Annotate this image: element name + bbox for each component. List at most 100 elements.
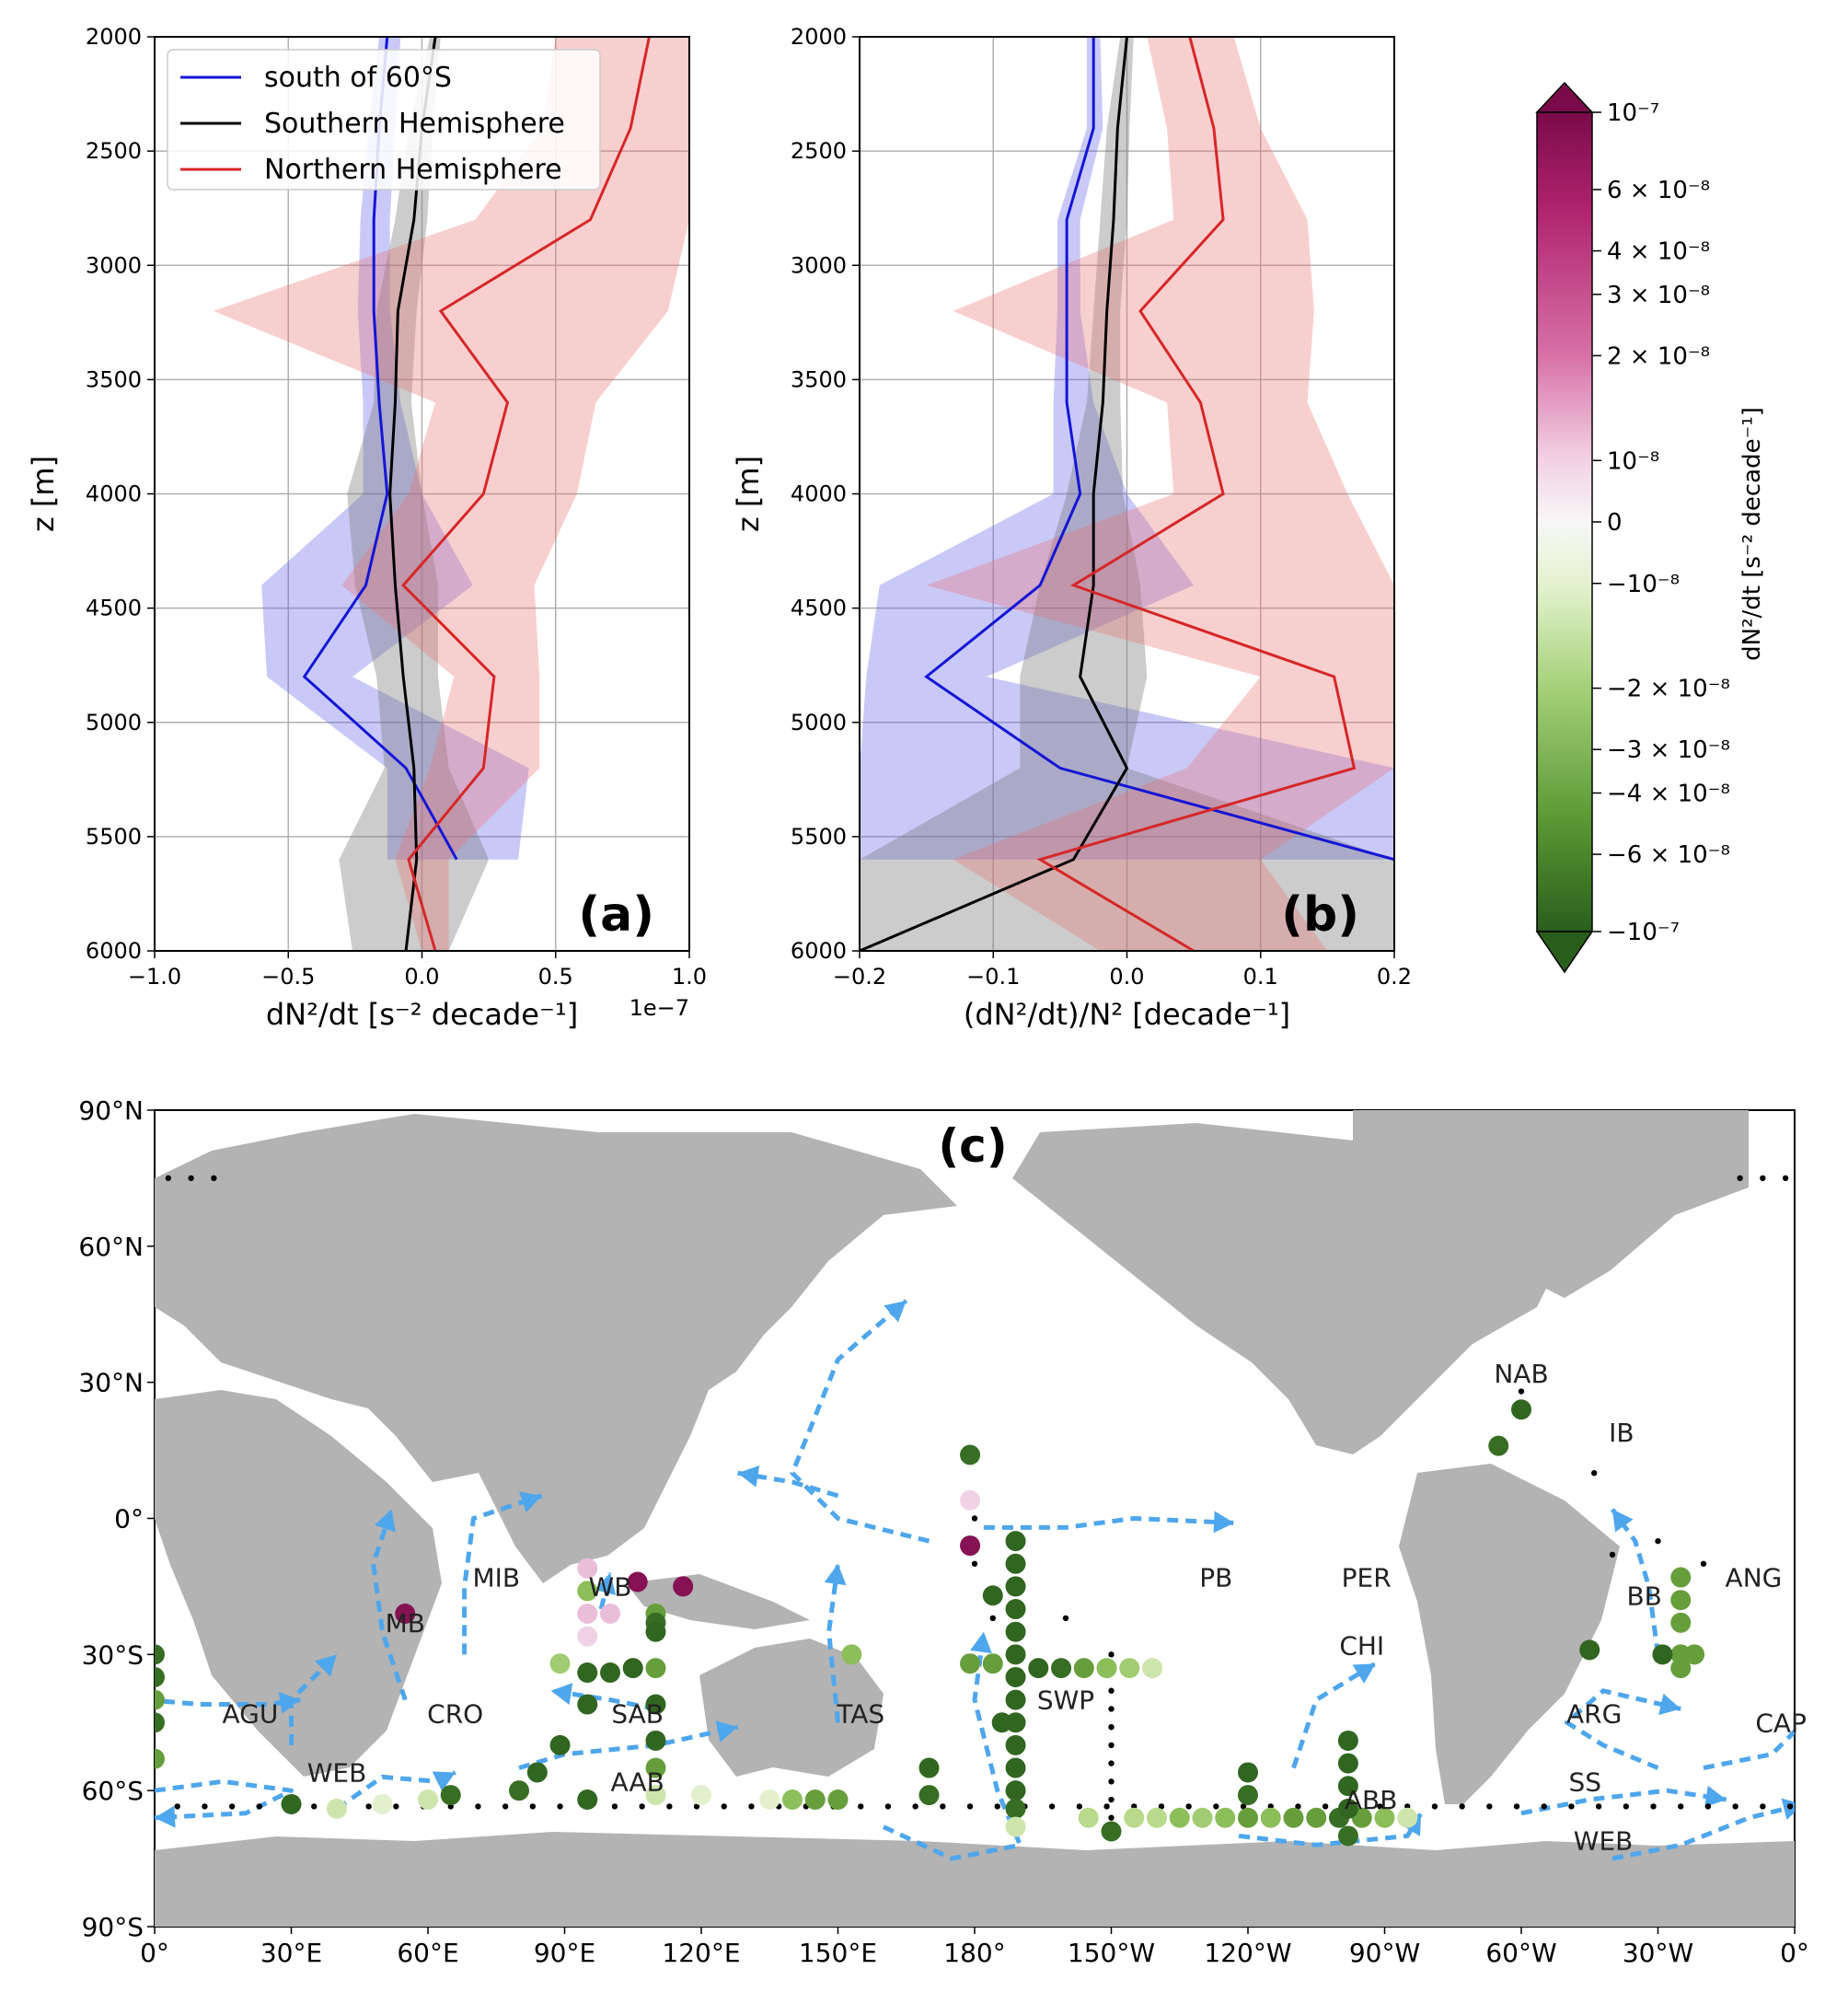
trend-point	[1005, 1553, 1026, 1574]
map-x-tick-label: 120°W	[1204, 1938, 1291, 1968]
station-dot	[994, 1803, 1000, 1810]
map-x-tick-label: 180°	[943, 1938, 1005, 1968]
trend-point	[1488, 1435, 1509, 1456]
trend-point	[327, 1798, 347, 1819]
panel-label: (b)	[1281, 887, 1359, 943]
trend-point	[1169, 1807, 1190, 1828]
basin-label: SAB	[611, 1698, 664, 1729]
trend-point	[549, 1653, 571, 1674]
trend-point	[1397, 1807, 1418, 1828]
land-africa	[155, 1390, 442, 1777]
map-x-tick-label: 150°W	[1068, 1938, 1155, 1968]
x-tick-label: 0.2	[1377, 964, 1412, 990]
circulation-arrows	[155, 1299, 1795, 1861]
y-tick-label: 4000	[791, 481, 847, 507]
map-y-tick-label: 30°N	[78, 1368, 144, 1398]
trend-point	[827, 1789, 849, 1811]
basin-label: TAS	[836, 1698, 884, 1729]
station-dot	[1760, 1803, 1766, 1810]
station-dot	[666, 1803, 673, 1810]
circulation-arrowhead	[1612, 1509, 1634, 1533]
station-dot	[611, 1803, 618, 1810]
circulation-arrowhead	[737, 1465, 760, 1488]
circulation-arrow	[1611, 1803, 1795, 1861]
station-dot	[1103, 1803, 1110, 1810]
station-dot	[971, 1560, 978, 1567]
y-tick-label: 4000	[86, 481, 142, 507]
trend-point	[759, 1789, 780, 1811]
station-dot	[1678, 1803, 1684, 1810]
trend-point	[1238, 1807, 1258, 1828]
map-x-tick-label: 150°E	[799, 1938, 877, 1968]
trend-point	[1124, 1807, 1145, 1828]
trend-point	[1652, 1644, 1673, 1665]
circulation-arrow	[826, 1563, 840, 1723]
land-eurasia	[155, 1114, 957, 1565]
land-india	[479, 1473, 589, 1583]
map-x-tick-label: 0°	[1780, 1938, 1809, 1968]
y-axis-label: z [m]	[26, 456, 61, 532]
station-dot	[989, 1615, 997, 1622]
y-tick-label: 2000	[791, 24, 847, 50]
basin-label: WEB	[307, 1757, 367, 1788]
trend-point	[960, 1444, 981, 1465]
confidence-band	[926, 37, 1394, 951]
station-dot	[940, 1803, 946, 1810]
trend-point	[155, 1644, 165, 1665]
x-axis-label: dN²/dt [s⁻² decade⁻¹]	[266, 997, 578, 1032]
trend-point	[1005, 1734, 1026, 1755]
trend-point	[1215, 1807, 1236, 1828]
station-dot	[1158, 1803, 1165, 1810]
circulation-arrow	[1238, 1812, 1424, 1847]
trend-point	[155, 1748, 165, 1769]
circulation-arrow	[882, 1631, 1022, 1861]
colorbar-tick-label: −10⁻⁷	[1607, 919, 1680, 946]
y-tick-label: 3500	[791, 366, 847, 392]
circulation-arrowhead	[375, 1509, 396, 1533]
trend-point	[627, 1571, 648, 1592]
panel-b: −0.2 −0.1 0.0 0.1 0.2 2000 2500 3000 3500 4000 450…	[731, 24, 1412, 1032]
y-tick-label: 3000	[791, 252, 847, 278]
trend-point	[600, 1603, 620, 1624]
basin-label: WEB	[1574, 1825, 1634, 1856]
confidence-band	[860, 37, 1394, 860]
trend-point	[1374, 1807, 1395, 1828]
colorbar: 10⁻⁷ 6 × 10⁻⁸ 4 × 10⁻⁸ 3 × 10⁻⁸ 2 × 10⁻⁸ 10⁻⁸…	[1535, 81, 1766, 974]
y-axis-label: z [m]	[731, 456, 766, 532]
trend-point	[372, 1793, 393, 1814]
x-tick-label: 0.5	[538, 964, 573, 990]
land-antarctica	[155, 1832, 1795, 1927]
station-dot	[1513, 1803, 1520, 1810]
colorbar-tick-label: −3 × 10⁻⁸	[1607, 736, 1730, 764]
station-dot	[393, 1803, 399, 1810]
legend-label: south of 60°S	[264, 62, 452, 94]
trend-point	[1337, 1825, 1358, 1847]
trend-point	[1005, 1644, 1026, 1665]
trend-point	[1147, 1807, 1167, 1828]
trend-point	[1684, 1644, 1705, 1665]
station-dot	[1737, 1175, 1743, 1182]
trend-point	[418, 1789, 438, 1811]
trend-point	[645, 1658, 666, 1679]
station-dot	[639, 1803, 645, 1810]
trend-point	[645, 1694, 666, 1715]
x-tick-label: −1.0	[128, 964, 181, 990]
station-dot	[1076, 1803, 1083, 1810]
trend-point	[1096, 1658, 1117, 1679]
station-dot	[1108, 1760, 1115, 1766]
colorbar-tick-label: 0	[1607, 509, 1623, 537]
basin-label: CRO	[427, 1698, 483, 1729]
basin-label: NAB	[1494, 1359, 1548, 1389]
circulation-arrowhead	[1352, 1663, 1376, 1684]
basin-label: PB	[1199, 1563, 1232, 1593]
map-x-tick-label: 30°W	[1623, 1938, 1693, 1968]
land-greenland	[1353, 1110, 1749, 1298]
circulation-arrow	[1291, 1662, 1377, 1769]
trend-point	[1260, 1807, 1281, 1828]
basin-label: BB	[1626, 1581, 1661, 1611]
trend-point	[577, 1603, 598, 1624]
station-dot	[1732, 1803, 1738, 1810]
basin-label: ANG	[1726, 1563, 1783, 1593]
x-tick-label: −0.1	[966, 964, 1020, 990]
